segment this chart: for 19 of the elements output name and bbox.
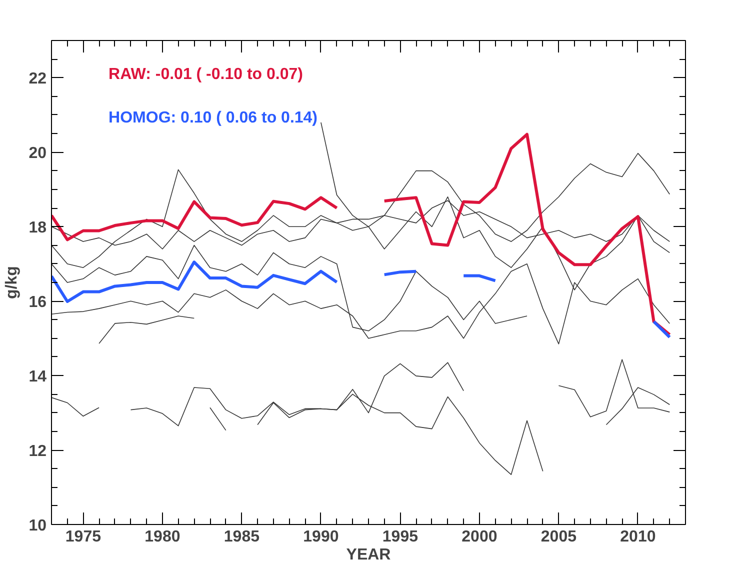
x-tick-label: 1985 [224, 528, 260, 546]
text: HOMOG: 0.10 ( 0.06 to 0.14) [108, 109, 318, 126]
y-tick-label: 12 [28, 443, 47, 460]
x-tick-label: 2010 [620, 528, 656, 546]
y-tick-label: 14 [28, 368, 47, 386]
y-tick-label: 16 [28, 294, 47, 312]
y-axis-title: g/kg [4, 266, 21, 299]
x-tick-label: 1990 [303, 528, 339, 546]
y-tick-label: 20 [28, 145, 47, 162]
y-tick-label: 22 [28, 70, 47, 88]
x-tick-label: 1980 [144, 528, 180, 546]
x-tick-label: 2000 [462, 528, 498, 546]
text: RAW: -0.01 ( -0.10 to 0.07) [108, 66, 303, 83]
y-tick-label: 18 [28, 220, 47, 237]
y-tick-label: 10 [28, 518, 47, 534]
x-tick-label: 1995 [382, 528, 418, 546]
x-axis-title: YEAR [346, 546, 392, 564]
x-tick-label: 2005 [540, 528, 577, 546]
x-tick-label: 1975 [65, 528, 102, 546]
